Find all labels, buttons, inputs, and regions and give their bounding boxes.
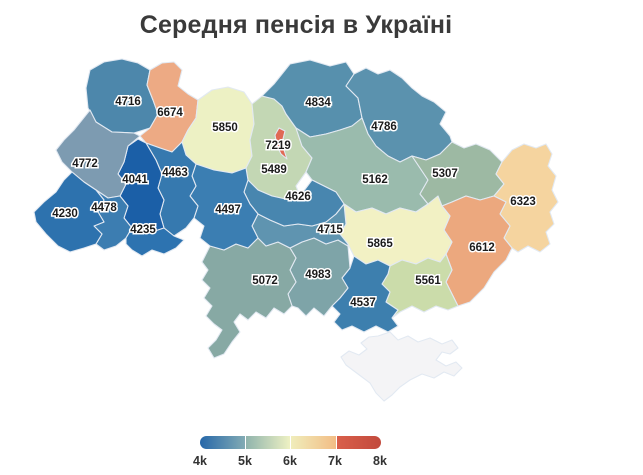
region-value-label-kyiv-city: 7219 [265, 140, 291, 152]
region-value-label-ternopil: 4041 [122, 174, 148, 186]
region-value-label-poltava: 5162 [362, 174, 388, 186]
legend-segment-3 [290, 436, 336, 449]
region-value-label-odesa: 5072 [252, 275, 278, 287]
chart-title: Середня пенсія в Україні [139, 11, 453, 39]
region-value-label-dnipropetrovsk: 5865 [367, 238, 393, 250]
legend-tick-8k: 8k [373, 454, 387, 468]
region-zakarpattia[interactable] [33, 171, 105, 253]
region-value-label-ivano-frankivsk: 4478 [91, 202, 117, 214]
legend-tick-6k: 6k [283, 454, 297, 468]
legend-segment-4 [335, 436, 381, 449]
legend-gradient-bar [200, 436, 381, 449]
legend-segment-2 [244, 436, 290, 449]
legend-tick-labels: 4k 5k 6k 7k 8k [193, 454, 387, 470]
region-value-label-rivne: 6674 [157, 107, 183, 119]
region-value-label-chernihiv: 4834 [305, 97, 331, 109]
region-value-label-zaporizhzhia: 5561 [415, 275, 441, 287]
region-chernivtsi[interactable] [125, 223, 185, 257]
region-value-label-volyn: 4716 [115, 96, 141, 108]
region-value-label-kherson: 4537 [350, 297, 376, 309]
region-value-label-zhytomyr: 5850 [212, 122, 238, 134]
region-value-label-mykolaiv: 4983 [305, 269, 331, 281]
region-value-label-kirovohrad: 4715 [317, 224, 343, 236]
legend-tick-5k: 5k [238, 454, 252, 468]
region-value-label-khmelnytskyi: 4463 [162, 167, 188, 179]
region-value-label-vinnytsia: 4497 [215, 204, 241, 216]
legend-segment-1 [200, 436, 245, 449]
region-value-label-kharkiv: 5307 [432, 168, 458, 180]
region-value-label-lviv: 4772 [72, 158, 98, 170]
region-value-label-zakarpattia: 4230 [52, 208, 78, 220]
region-value-label-chernivtsi: 4235 [130, 224, 156, 236]
region-crimea[interactable] [340, 331, 463, 402]
legend-color-scale: 4k 5k 6k 7k 8k [193, 436, 387, 470]
region-odesa[interactable] [201, 237, 297, 359]
region-value-label-cherkasy: 4626 [285, 191, 311, 203]
region-kyiv-city[interactable] [274, 127, 290, 160]
region-value-label-sumy: 4786 [371, 121, 397, 133]
region-value-label-donetsk: 6612 [469, 242, 495, 254]
region-value-label-luhansk: 6323 [510, 196, 536, 208]
legend-tick-4k: 4k [193, 454, 207, 468]
region-value-label-kyiv-oblast: 5489 [261, 164, 287, 176]
legend-tick-7k: 7k [328, 454, 342, 468]
